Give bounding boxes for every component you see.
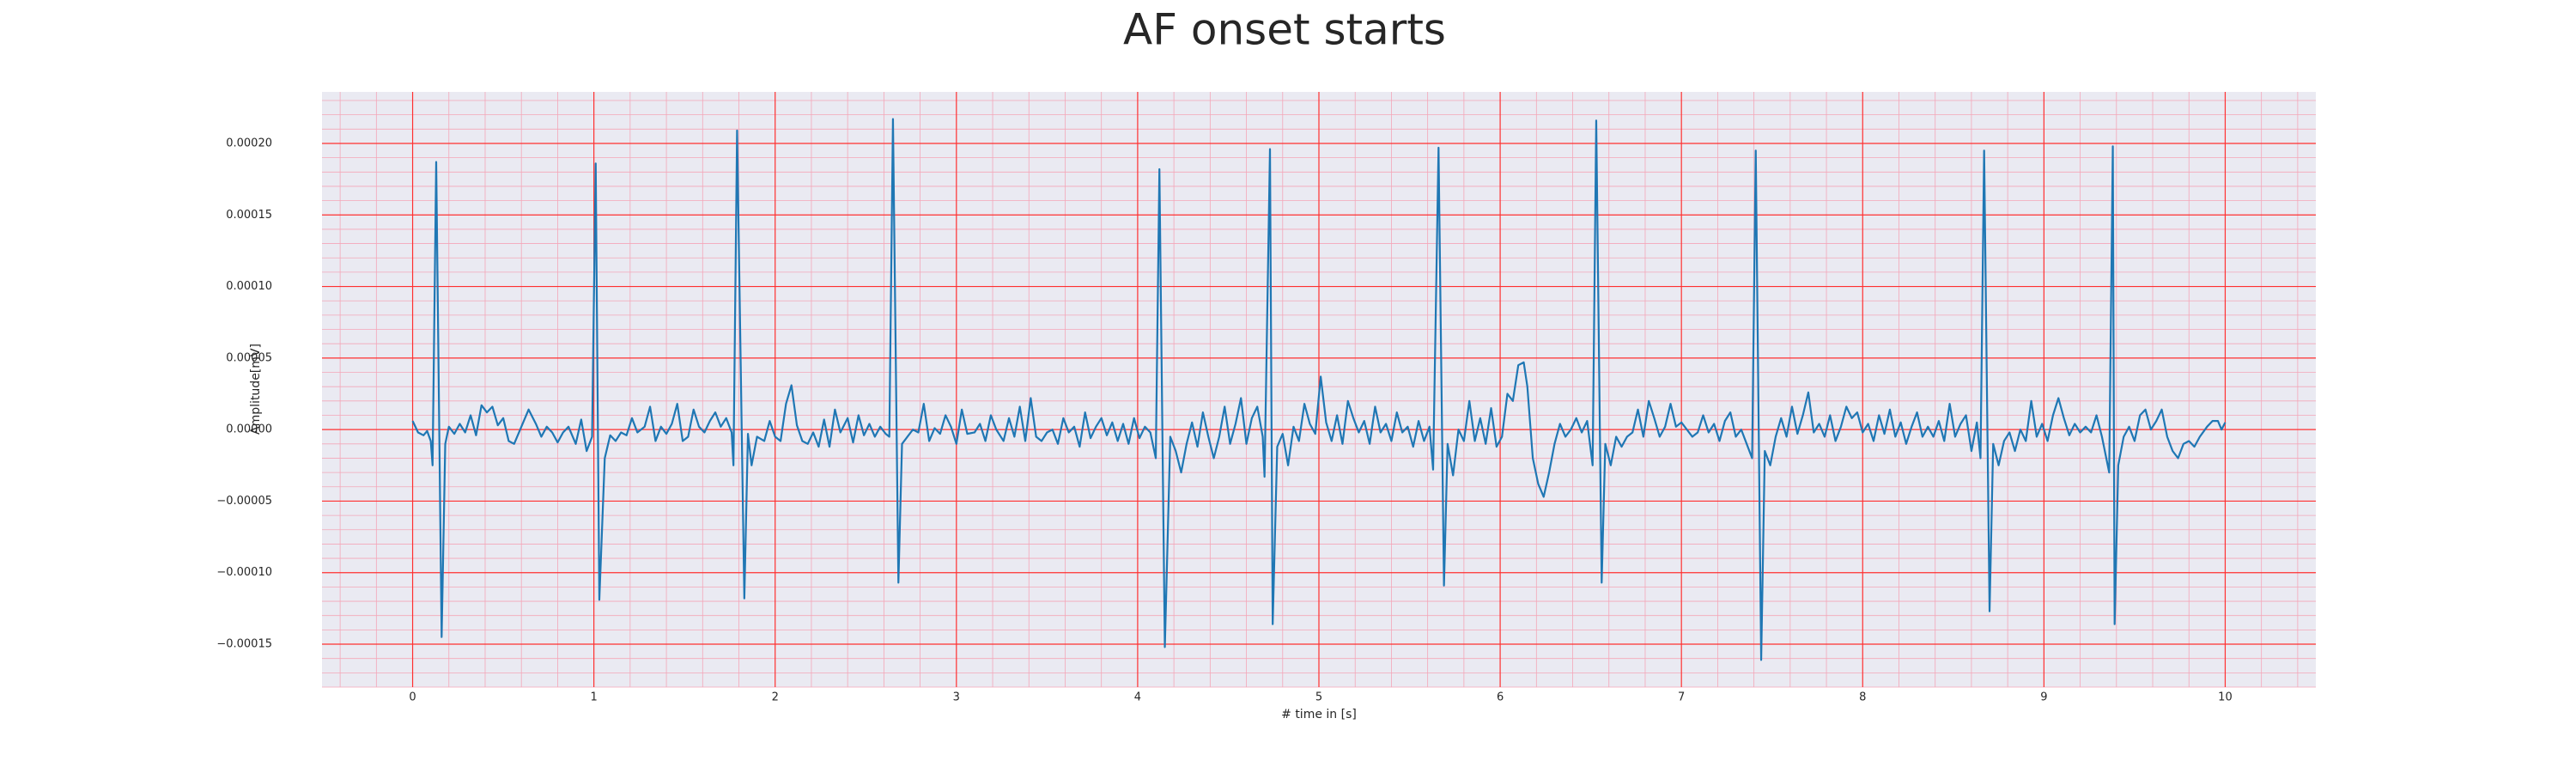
y-tick-label: 0.00020: [226, 137, 272, 149]
y-tick-label: −0.00015: [216, 638, 272, 651]
x-tick-label: 8: [1859, 691, 1866, 704]
y-tick-label: 0.00010: [226, 280, 272, 293]
x-tick-label: 9: [2040, 691, 2047, 704]
x-tick-label: 6: [1497, 691, 1504, 704]
y-tick-label: 0.00005: [226, 351, 272, 364]
y-tick-label: 0.00015: [226, 209, 272, 222]
x-tick-label: 7: [1678, 691, 1685, 704]
y-tick-label: 0.00000: [226, 423, 272, 436]
x-tick-label: 3: [953, 691, 960, 704]
x-tick-label: 1: [590, 691, 597, 704]
x-tick-label: 10: [2218, 691, 2233, 704]
chart-title: AF onset starts: [1123, 5, 1446, 55]
x-tick-label: 2: [772, 691, 779, 704]
line-series: [411, 118, 2227, 661]
x-tick-label: 0: [409, 691, 416, 704]
x-tick-label: 4: [1134, 691, 1141, 704]
y-tick-label: −0.00005: [216, 495, 272, 508]
x-axis-label: # time in [s]: [1281, 708, 1357, 721]
x-tick-label: 5: [1315, 691, 1322, 704]
y-axis-label: Amplitude[mV]: [249, 344, 263, 435]
y-tick-label: −0.00010: [216, 566, 272, 579]
